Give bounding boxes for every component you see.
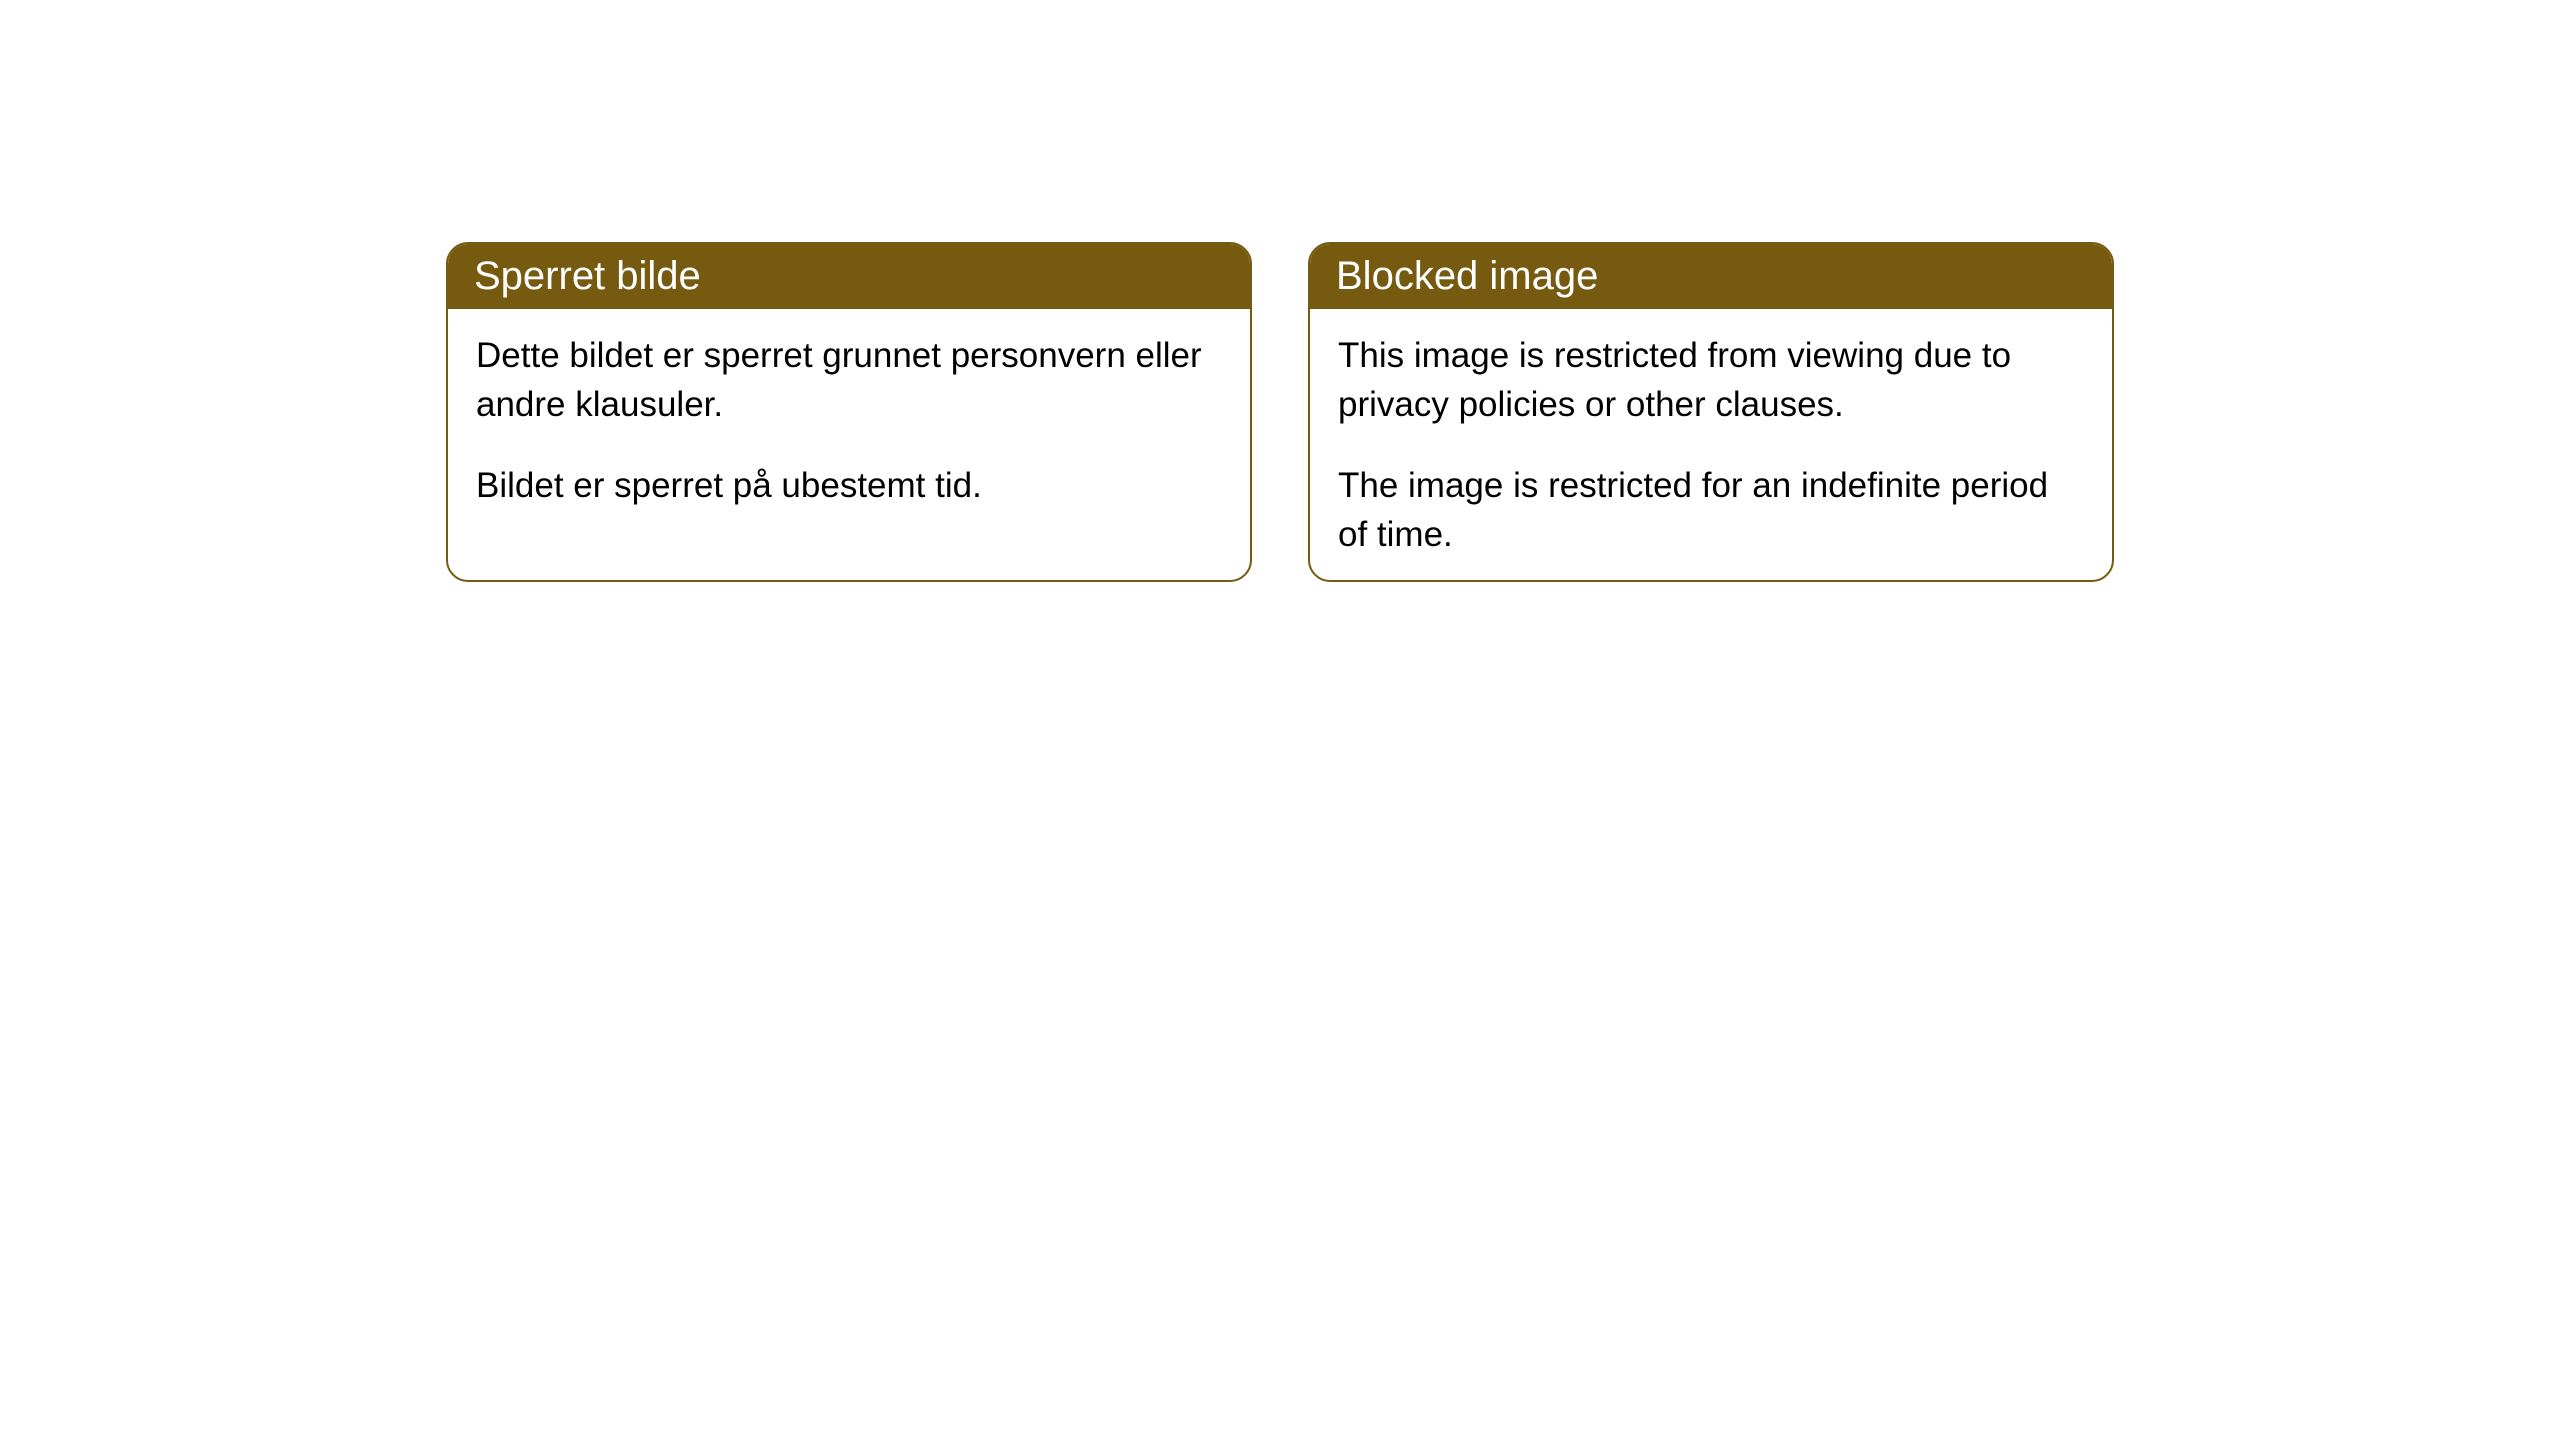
card-title: Blocked image <box>1336 254 1598 298</box>
notice-card-english: Blocked image This image is restricted f… <box>1308 242 2114 582</box>
card-title: Sperret bilde <box>474 254 701 298</box>
notice-card-norwegian: Sperret bilde Dette bildet er sperret gr… <box>446 242 1252 582</box>
card-header: Sperret bilde <box>448 244 1250 309</box>
card-paragraph: Bildet er sperret på ubestemt tid. <box>476 461 1222 510</box>
card-paragraph: Dette bildet er sperret grunnet personve… <box>476 331 1222 429</box>
card-header: Blocked image <box>1310 244 2112 309</box>
card-paragraph: The image is restricted for an indefinit… <box>1338 461 2084 559</box>
notice-cards-container: Sperret bilde Dette bildet er sperret gr… <box>446 242 2114 1440</box>
card-body: Dette bildet er sperret grunnet personve… <box>448 309 1250 532</box>
card-paragraph: This image is restricted from viewing du… <box>1338 331 2084 429</box>
card-body: This image is restricted from viewing du… <box>1310 309 2112 581</box>
